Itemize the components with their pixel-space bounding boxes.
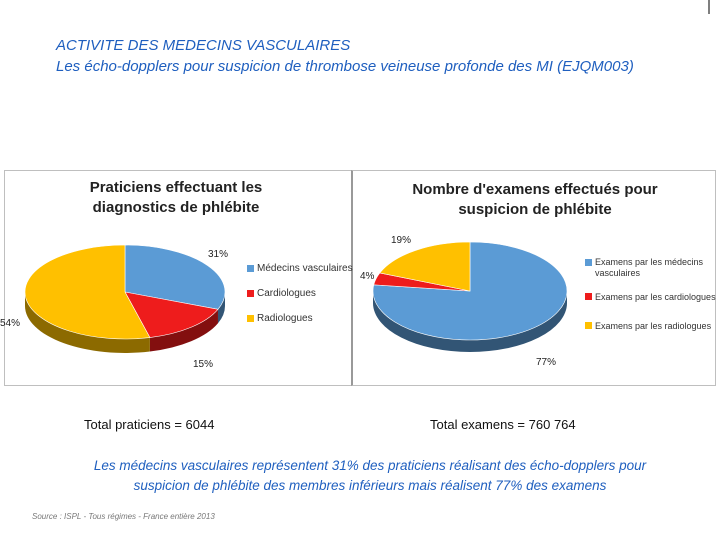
legend2-label-vasculaires: Examens par les médecins vasculaires: [595, 257, 704, 278]
chart1-title-line1: Praticiens effectuant les: [89, 179, 263, 196]
chart2-label-radiologues: 19%: [391, 235, 412, 246]
legend1-swatch-cardiologues: [247, 290, 254, 297]
legend1-swatch-radiologues: [247, 315, 254, 322]
chart2-label-vasculaires: 77%: [536, 357, 557, 368]
legend2-label-radiologues: Examens par les radiologues: [595, 321, 712, 331]
total-praticiens: Total praticiens = 6044: [84, 417, 215, 432]
legend1-label-vasculaires: Médecins vasculaires: [257, 263, 353, 274]
source-note: Source : ISPL - Tous régimes - France en…: [32, 512, 215, 521]
corner-divider: [708, 0, 710, 14]
page-title: ACTIVITE DES MEDECINS VASCULAIRES: [56, 37, 351, 54]
chart2-title: Nombre d'examens effectués pour suspicio…: [400, 180, 670, 220]
conclusion-line2: suspicion de phlébite des membres inféri…: [133, 478, 607, 493]
chart1-side-2-0: [25, 292, 150, 353]
legend2-label-cardiologues: Examens par les cardiologues: [595, 292, 716, 302]
chart1-side-0-0: [217, 292, 225, 324]
legend2-swatch-vasculaires: [585, 259, 592, 266]
page-subtitle: Les écho-dopplers pour suspicion de thro…: [56, 58, 634, 75]
legend1-swatch-vasculaires: [247, 265, 254, 272]
chart2-label-cardiologues: 4%: [360, 271, 375, 282]
legend1-label-radiologues: Radiologues: [257, 313, 313, 324]
legend1-label-cardiologues: Cardiologues: [257, 288, 316, 299]
chart1-side-1-0: [149, 309, 218, 352]
chart1-label-radiologues: 54%: [0, 318, 21, 329]
chart2-slice-examens-par-les-radiologues: [379, 241, 471, 292]
legend2-swatch-cardiologues: [585, 293, 592, 300]
chart1-label-vasculaires: 31%: [208, 249, 229, 260]
chart1-title-line2: diagnostics de phlébite: [92, 199, 260, 216]
chart1-slice-m-decins-vasculaires: [124, 244, 226, 310]
total-examens: Total examens = 760 764: [430, 417, 576, 432]
chart1-title: Praticiens effectuant les diagnostics de…: [60, 178, 292, 218]
chart2-side-0-0: [373, 291, 567, 352]
conclusion-line1: Les médecins vasculaires représentent 31…: [93, 458, 647, 473]
chart1-slice-radiologues: [24, 244, 151, 340]
chart1-label-cardiologues: 15%: [193, 359, 214, 370]
conclusion-text: Les médecins vasculaires représentent 31…: [40, 456, 700, 496]
chart2-title-line1: Nombre d'examens effectués pour: [412, 181, 658, 198]
legend2-swatch-radiologues: [585, 322, 592, 329]
chart1-slice-cardiologues: [124, 291, 219, 338]
chart2-title-line2: suspicion de phlébite: [458, 201, 612, 218]
